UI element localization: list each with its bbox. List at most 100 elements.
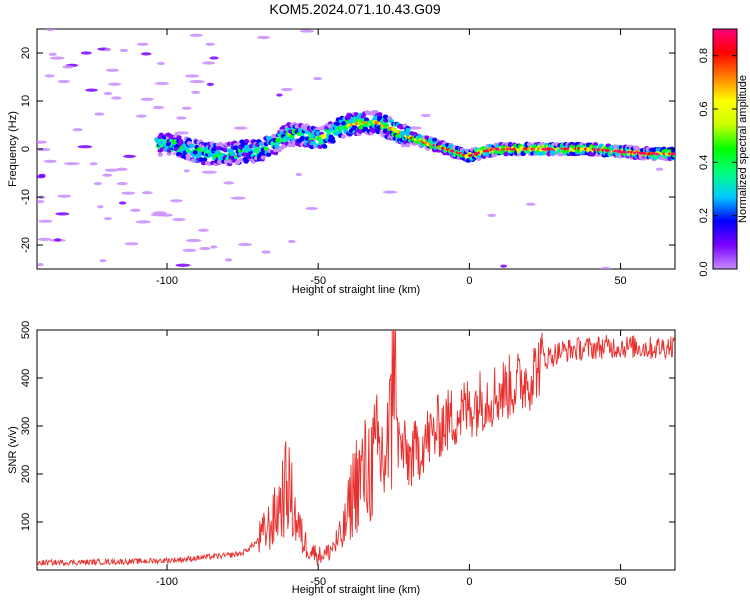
spectrogram-noise-cell bbox=[157, 61, 165, 66]
spectrogram-noise-cell bbox=[97, 205, 104, 209]
spectrogram-ridge-cell bbox=[171, 139, 178, 145]
spectrogram-noise-cell bbox=[37, 237, 52, 241]
spectrogram-noise-cell bbox=[129, 208, 141, 212]
spectrogram-ridge-cell bbox=[260, 155, 266, 160]
spectrogram-noise-cell bbox=[600, 266, 612, 269]
spectrogram-noise-cell bbox=[37, 263, 44, 267]
spectrogram-xtick-label: 50 bbox=[614, 275, 626, 287]
spectrogram-noise-cell bbox=[299, 29, 314, 33]
spectrogram-ridge-cell bbox=[202, 157, 208, 162]
spectrogram-ytick-label: 10 bbox=[20, 95, 32, 107]
spectrogram-noise-cell bbox=[233, 126, 248, 130]
spectrogram-noise-cell bbox=[103, 91, 113, 96]
spectrogram-noise-cell bbox=[140, 52, 152, 56]
spectrogram-noise-cell bbox=[72, 128, 83, 132]
spectrogram-xtick-label: -50 bbox=[310, 275, 326, 287]
spectrogram-noise-cell bbox=[135, 220, 151, 224]
spectrogram-noise-cell bbox=[49, 56, 65, 60]
spectrogram-ytick-label: 20 bbox=[20, 47, 32, 59]
spectrogram-noise-cell bbox=[150, 213, 165, 217]
spectrogram-noise-cell bbox=[37, 147, 51, 152]
spectrogram-noise-cell bbox=[116, 182, 128, 186]
spectrogram-ridge-cell bbox=[185, 148, 192, 154]
spectrogram-noise-cell bbox=[170, 199, 183, 203]
spectrogram-noise-cell bbox=[420, 113, 431, 118]
spectrogram-noise-cell bbox=[202, 61, 216, 65]
spectrogram-noise-cell bbox=[37, 140, 48, 144]
spectrogram-ridge-cell bbox=[157, 152, 163, 157]
spectrogram-noise-cell bbox=[174, 131, 189, 135]
spectrogram-noise-cell bbox=[280, 87, 293, 92]
figure-title: KOM5.2024.071.10.43.G09 bbox=[269, 1, 440, 17]
snr-ylabel: SNR (v/v) bbox=[7, 426, 19, 474]
spectrogram-marks bbox=[37, 29, 675, 269]
spectrogram-noise-cell bbox=[37, 175, 46, 179]
spectrogram-ridge-cell bbox=[405, 142, 411, 148]
spectrogram-ytick-label: 0 bbox=[20, 146, 32, 152]
spectrogram-ridge-cell bbox=[192, 150, 198, 155]
spectrogram-noise-cell bbox=[105, 68, 120, 72]
spectrogram-noise-cell bbox=[183, 169, 190, 173]
snr-xtick-label: -100 bbox=[156, 576, 178, 588]
spectrogram-ytick-label: -10 bbox=[20, 189, 32, 205]
spectrogram-noise-cell bbox=[89, 162, 98, 166]
spectrogram-noise-cell bbox=[191, 90, 201, 94]
spectrogram-ridge-cell bbox=[613, 144, 619, 149]
spectrogram-ridge-cell bbox=[405, 127, 411, 133]
spectrogram-noise-cell bbox=[525, 202, 536, 206]
spectrogram-noise-cell bbox=[115, 167, 128, 171]
snr-xlabel: Height of straight line (km) bbox=[292, 584, 420, 596]
spectrogram-noise-cell bbox=[111, 96, 122, 100]
snr-series-line bbox=[37, 330, 675, 567]
spectrogram-ridge-cell bbox=[175, 151, 182, 157]
spectrogram-noise-cell bbox=[140, 97, 154, 101]
spectrogram-noise-cell bbox=[655, 167, 664, 171]
spectrogram-noise-cell bbox=[48, 52, 57, 56]
spectrogram-noise-cell bbox=[103, 217, 112, 221]
spectrogram-ridge-cell bbox=[363, 117, 370, 122]
snr-ytick-label: 300 bbox=[20, 417, 32, 435]
spectrogram-noise-cell bbox=[276, 93, 283, 97]
colorbar: 0.0 0.2 0.4 0.6 0.8 Normalized spectral ampl… bbox=[698, 28, 749, 277]
spectrogram-ridge-cell bbox=[185, 153, 191, 158]
spectrogram-ridge-cell bbox=[550, 150, 556, 156]
spectrogram-ridge-cell bbox=[299, 137, 305, 142]
spectrogram-noise-cell bbox=[184, 74, 200, 78]
spectrogram-ridge-cell bbox=[190, 158, 196, 163]
spectrogram-noise-cell bbox=[189, 33, 203, 37]
spectrogram-ridge-core bbox=[391, 128, 398, 132]
spectrogram-noise-cell bbox=[189, 79, 205, 84]
spectrogram-noise-cell bbox=[182, 248, 197, 252]
spectrogram-ytick-label: -20 bbox=[20, 237, 32, 253]
spectrogram-noise-cell bbox=[487, 213, 496, 217]
spectrogram-noise-cell bbox=[206, 82, 214, 86]
spectrogram-noise-cell bbox=[77, 145, 93, 149]
spectrogram-ridge-cell bbox=[329, 136, 336, 141]
spectrogram-ridge-cell bbox=[315, 126, 321, 132]
spectrogram-ridge-cell bbox=[189, 143, 195, 149]
spectrogram-noise-cell bbox=[313, 76, 323, 81]
spectrogram-ridge-core bbox=[670, 152, 675, 156]
spectrogram-noise-cell bbox=[108, 82, 122, 86]
spectrogram-noise-cell bbox=[154, 81, 170, 86]
spectrogram-noise-cell bbox=[205, 42, 215, 46]
spectrogram-noise-cell bbox=[94, 112, 105, 116]
spectrogram-ridge-cell bbox=[200, 160, 207, 166]
spectrogram-ridge-cell bbox=[243, 158, 249, 164]
spectrogram-noise-cell bbox=[224, 258, 233, 262]
spectrogram-noise-cell bbox=[45, 29, 55, 32]
spectrogram-ridge-cell bbox=[267, 135, 273, 141]
snr-panel: -100 -50 0 50 100 200 300 400 500 Height of stra… bbox=[7, 321, 676, 596]
colorbar-tick-label: 0.6 bbox=[698, 101, 710, 116]
spectrogram-noise-cell bbox=[210, 245, 218, 249]
spectrogram-ridge-cell bbox=[671, 148, 675, 153]
colorbar-tick-label: 0.0 bbox=[698, 261, 710, 276]
spectrogram-ridge-cell bbox=[351, 124, 358, 130]
spectrogram-ridge-cell bbox=[362, 126, 368, 132]
spectrogram-ridge-cell bbox=[230, 151, 236, 157]
snr-ytick-label: 200 bbox=[20, 465, 32, 483]
spectrogram-noise-cell bbox=[57, 79, 70, 84]
spectrogram-noise-cell bbox=[175, 263, 191, 267]
spectrogram-ridge-cell bbox=[346, 112, 352, 118]
